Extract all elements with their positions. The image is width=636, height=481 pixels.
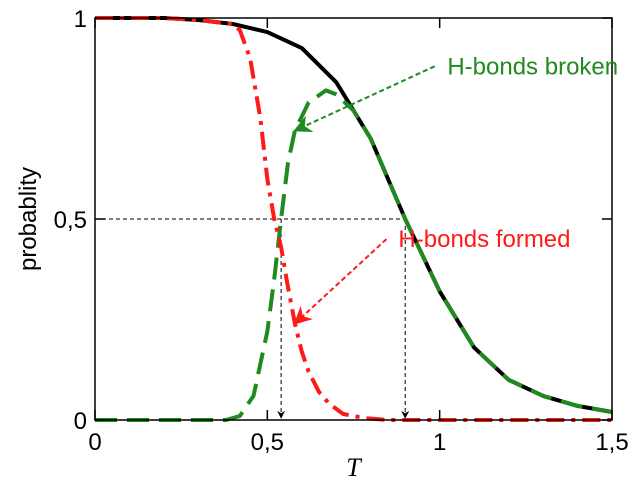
y-tick-label: 0,5	[54, 207, 87, 234]
annotations: H-bonds broken H-bonds formed	[293, 53, 618, 325]
x-axis-title: T	[346, 453, 362, 481]
series-line-dash-dot	[95, 16, 612, 422]
y-tick-label: 0	[74, 408, 87, 435]
annotation-arrow	[293, 238, 388, 325]
annotation-arrow	[293, 65, 436, 132]
annotation-label: H-bonds broken	[447, 53, 618, 80]
series-line-dashed	[95, 88, 613, 422]
x-tick-label: 1	[433, 429, 446, 456]
series-group	[95, 16, 613, 422]
ticks: 0 0,5 1 1,5 0 0,5 1	[54, 6, 629, 456]
y-tick-label: 1	[74, 6, 87, 33]
annotation-label: H-bonds formed	[398, 226, 570, 253]
y-axis-title: probablity	[15, 167, 42, 271]
x-tick-label: 1,5	[595, 429, 628, 456]
guide-lines	[95, 218, 410, 419]
x-tick-label: 0,5	[251, 429, 284, 456]
x-tick-label: 0	[88, 429, 101, 456]
